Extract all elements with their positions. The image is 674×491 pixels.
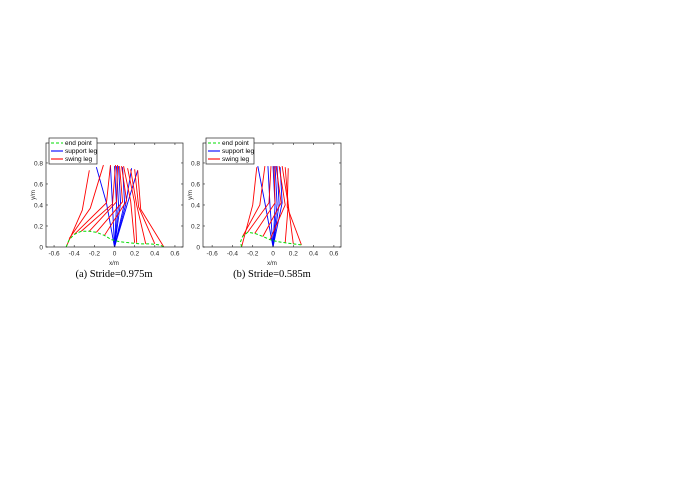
swing-leg-line: [96, 166, 124, 233]
swing-leg-line: [262, 166, 282, 237]
swing-leg-line: [269, 166, 286, 240]
y-tick-label: 0.2: [34, 223, 43, 230]
caption-a: (a) Stride=0.975m: [75, 269, 152, 280]
swing-leg-line: [137, 170, 165, 247]
panel-a: (a) Stride=0.975m x/m y/m -0.6 -0.4 -0.2 0 0…: [31, 137, 184, 280]
support-leg-line: [114, 168, 133, 247]
legend-swing-leg: swing leg: [208, 156, 249, 163]
y-tick-label: 0.6: [191, 181, 200, 188]
swing-leg-line: [127, 168, 138, 243]
support-leg-line: [114, 166, 121, 247]
support-leg-line: [272, 166, 276, 247]
legend-label: end point: [65, 140, 92, 147]
y-tick-label: 0.4: [191, 202, 200, 209]
legend-swing-leg: swing leg: [51, 156, 92, 163]
support-leg-line: [267, 166, 274, 247]
x-axis-label-a: x/m: [109, 261, 119, 267]
x-tick-label: -0.4: [227, 251, 239, 258]
swing-leg-line: [242, 166, 266, 237]
support-leg-line: [114, 166, 117, 247]
legend-end-point: end point: [208, 140, 249, 147]
swing-leg-line: [68, 164, 104, 239]
x-axis-label-b: x/m: [267, 261, 277, 267]
y-tick-label: 0.2: [191, 223, 200, 230]
series-layer: [65, 164, 165, 247]
plot-area: -0.6 -0.4 -0.2 0 0.2 0.4 0.6 0 0.2 0.4 0.6 0.8: [191, 142, 342, 258]
legend-end-point: end point: [51, 140, 92, 147]
legend-label: support leg: [222, 148, 255, 155]
panel-b: (b) Stride=0.585m x/m y/m -0.6 -0.4 -0.2 0 0…: [188, 137, 342, 280]
y-tick-label: 0: [39, 244, 43, 251]
y-axis-label-a: y/m: [31, 190, 37, 200]
swing-leg-line: [88, 165, 118, 232]
y-tick-label: 0.8: [191, 160, 200, 167]
swing-leg-line: [104, 166, 128, 236]
end-point-curve: [65, 230, 165, 247]
axes-box: [202, 142, 342, 248]
legend-label: end point: [222, 140, 249, 147]
x-tick-label: 0.4: [150, 251, 159, 258]
x-tick-label: -0.4: [69, 251, 81, 258]
series-layer: [240, 166, 302, 247]
x-tick-label: 0.2: [130, 251, 139, 258]
swing-leg-line: [65, 170, 90, 247]
support-leg-line: [257, 166, 274, 247]
y-tick-label: 0: [196, 244, 200, 251]
legend-label: swing leg: [222, 156, 249, 163]
support-leg-line: [272, 166, 278, 247]
support-leg-line: [110, 166, 115, 247]
legend-support-leg: support leg: [51, 148, 98, 155]
x-tick-label: -0.2: [89, 251, 101, 258]
x-tick-label: 0: [271, 251, 275, 258]
x-tick-label: 0.4: [309, 251, 318, 258]
y-tick-label: 0.6: [34, 181, 43, 188]
support-leg-line: [114, 170, 139, 247]
caption-b: (b) Stride=0.585m: [233, 269, 311, 280]
x-tick-label: 0: [113, 251, 117, 258]
swing-leg-line: [284, 167, 294, 244]
legend-support-leg: support leg: [208, 148, 255, 155]
swing-leg-line: [134, 169, 156, 245]
y-axis-label-b: y/m: [188, 190, 194, 200]
x-tick-label: -0.2: [247, 251, 259, 258]
swing-leg-line: [247, 166, 272, 233]
x-tick-label: -0.6: [48, 251, 60, 258]
swing-leg-line: [73, 165, 111, 235]
swing-leg-line: [286, 168, 302, 246]
legend-label: support leg: [65, 148, 98, 155]
y-tick-label: 0.8: [34, 160, 43, 167]
plot-area: -0.6 -0.4 -0.2 0 0.2 0.4 0.6 0 0.2 0.4 0.6 0.8: [34, 142, 184, 258]
swing-leg-line: [241, 167, 258, 247]
swing-leg-line: [123, 166, 136, 243]
swing-leg-line: [130, 169, 147, 244]
x-tick-label: -0.6: [207, 251, 219, 258]
x-tick-label: 0.6: [170, 251, 179, 258]
swing-leg-line: [254, 166, 276, 234]
x-tick-label: 0.2: [289, 251, 298, 258]
y-tick-label: 0.4: [34, 202, 43, 209]
legend-label: swing leg: [65, 156, 92, 163]
swing-leg-line: [80, 165, 116, 232]
x-tick-label: 0.6: [329, 251, 338, 258]
